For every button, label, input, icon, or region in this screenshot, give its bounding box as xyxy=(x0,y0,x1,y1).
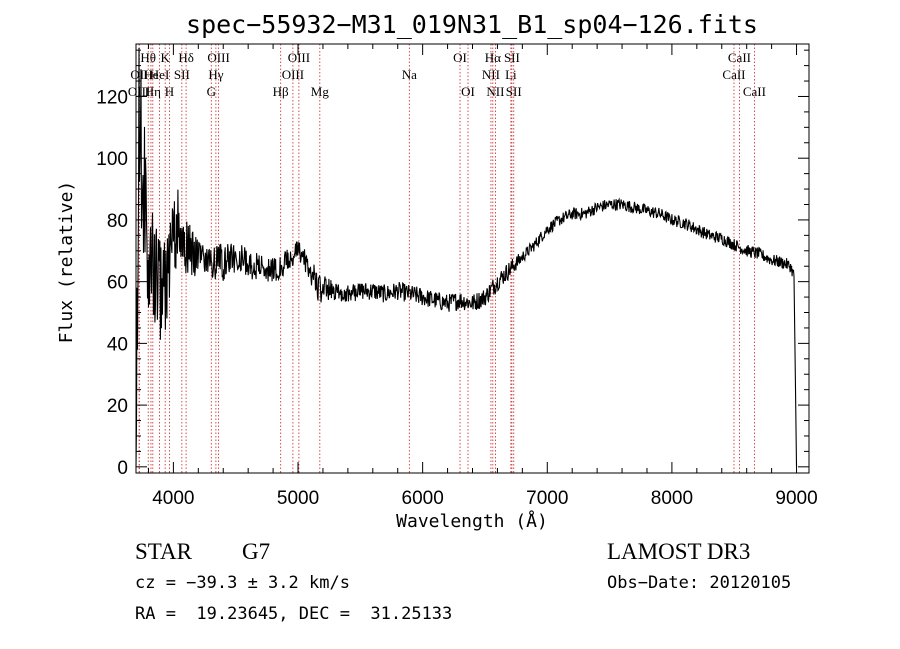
redshift-cz: cz = −39.3 ± 3.2 km/s xyxy=(135,573,350,593)
spectral-line-label: Hη xyxy=(145,84,161,99)
spectral-line-label: Li xyxy=(505,67,517,82)
spectral-line-label: Hα xyxy=(485,50,501,65)
y-tick-label: 100 xyxy=(96,149,128,170)
spectrum-series-line xyxy=(135,47,798,467)
spectral-line-label: H xyxy=(165,84,174,99)
object-class: STAR xyxy=(135,539,193,564)
spectral-line-label: CaII xyxy=(728,50,751,65)
spectral-line-label: NII xyxy=(486,84,504,99)
spectral-line-label: Hβ xyxy=(273,84,289,99)
spectral-line-label: OIII xyxy=(207,50,229,65)
x-axis-ticks: 4000 5000 6000 7000 8000 9000 xyxy=(147,44,818,509)
x-tick-label: 4000 xyxy=(152,488,194,509)
y-tick-label: 80 xyxy=(107,211,128,232)
spectral-line-label: HeI xyxy=(150,67,170,82)
coordinates: RA = 19.23645, DEC = 31.25133 xyxy=(135,604,452,624)
y-tick-label: 60 xyxy=(107,273,128,294)
survey-name: LAMOST DR3 xyxy=(607,539,750,564)
x-tick-label: 9000 xyxy=(775,488,817,509)
chart-title: spec−55932−M31_019N31_B1_sp04−126.fits xyxy=(186,10,758,39)
x-tick-label: 7000 xyxy=(526,488,568,509)
y-tick-label: 40 xyxy=(107,334,128,355)
x-axis-label: Wavelength (Å) xyxy=(396,510,548,532)
object-subclass: G7 xyxy=(242,539,270,564)
spectral-line-label: NII xyxy=(482,67,500,82)
spectral-line-label: SII xyxy=(174,67,190,82)
plot-frame xyxy=(135,43,810,474)
spectral-line-label: SII xyxy=(506,84,522,99)
spectral-line-label: G xyxy=(207,84,216,99)
spectral-line-label: CaII xyxy=(743,84,766,99)
observation-date: Obs−Date: 20120105 xyxy=(607,573,791,593)
spectral-line-label: OI xyxy=(461,84,475,99)
spectral-line-label: OIII xyxy=(288,50,310,65)
spectral-line-label: SII xyxy=(504,50,520,65)
y-tick-label: 0 xyxy=(117,458,128,479)
spectral-line-label: Mg xyxy=(311,84,330,99)
spectral-line-label: Hγ xyxy=(208,67,223,82)
x-tick-label: 5000 xyxy=(277,488,319,509)
y-axis-label: Flux (relative) xyxy=(56,181,77,344)
x-tick-label: 6000 xyxy=(402,488,444,509)
spectral-line-label: K xyxy=(160,50,170,65)
y-axis-ticks: 0 20 40 60 80 100 120 xyxy=(96,49,809,479)
spectral-line-label: OIII xyxy=(282,67,304,82)
x-tick-label: 8000 xyxy=(651,488,693,509)
spectral-line-label: He xyxy=(143,67,158,82)
y-tick-label: 120 xyxy=(96,87,128,108)
spectral-line-label: Hθ xyxy=(140,50,156,65)
spectral-line-label: OI xyxy=(453,50,467,65)
spectral-line-label: CaII xyxy=(722,67,745,82)
spectral-line-label: Na xyxy=(402,67,417,82)
y-tick-label: 20 xyxy=(107,396,128,417)
spectral-line-label: Hδ xyxy=(178,50,194,65)
